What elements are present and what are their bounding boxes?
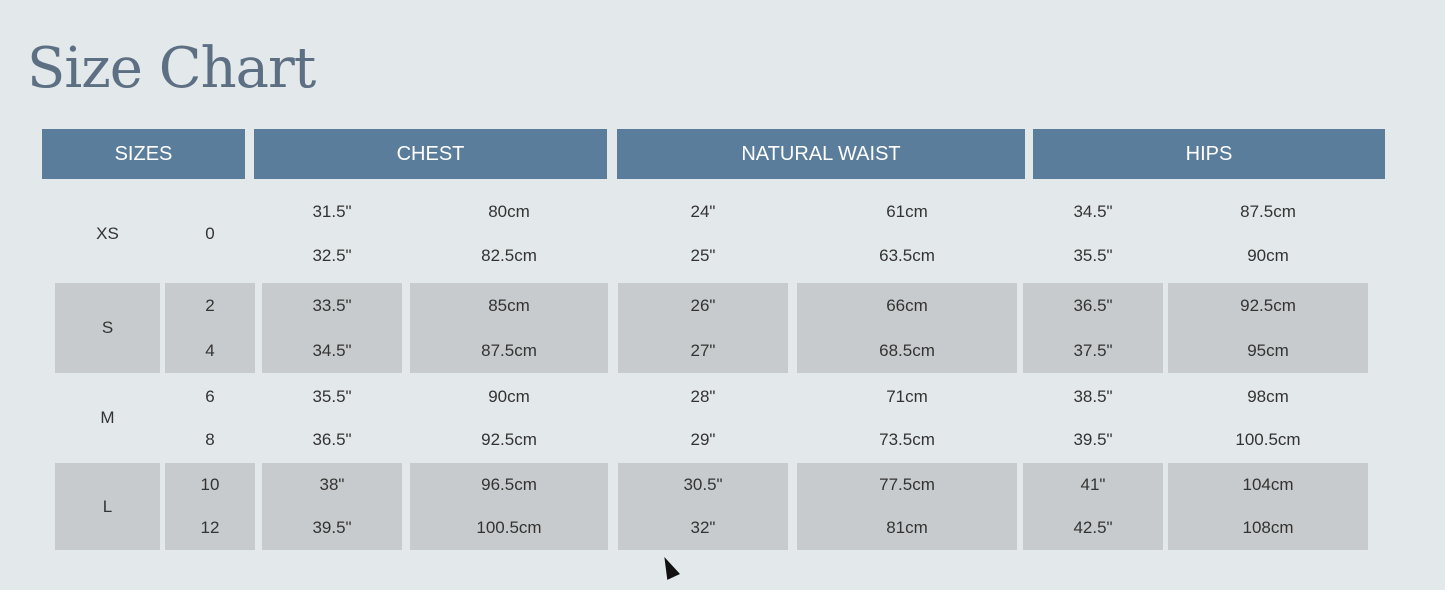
cell-value: 90cm	[1247, 246, 1289, 265]
cell-value: 95cm	[1247, 340, 1289, 360]
cell-value: 32"	[690, 518, 716, 538]
cell-hips-cm: 87.5cm 90cm	[1168, 190, 1368, 278]
cell-chest-in: 33.5" 34.5"	[262, 283, 402, 373]
header-chest: CHEST	[254, 129, 607, 179]
cell-waist-cm: 61cm 63.5cm	[797, 190, 1017, 278]
cell-hips-in: 36.5" 37.5"	[1023, 283, 1163, 373]
header-hips: HIPS	[1033, 129, 1385, 179]
cell-value: 82.5cm	[481, 246, 537, 265]
cell-chest-cm: 96.5cm 100.5cm	[410, 463, 608, 550]
cell-chest-cm: 80cm 82.5cm	[410, 190, 608, 278]
header-sizes: SIZES	[42, 129, 245, 179]
cell-value: 36.5"	[312, 429, 352, 449]
cell-value: 61cm	[886, 202, 928, 221]
cell-value: 63.5cm	[879, 246, 935, 265]
cell-value: 36.5"	[1073, 295, 1113, 315]
cell-chest-in: 31.5" 32.5"	[262, 190, 402, 278]
cell-chest-cm: 90cm 92.5cm	[410, 375, 608, 461]
cell-value: 96.5cm	[481, 474, 537, 494]
cell-value: 87.5cm	[1240, 202, 1296, 221]
cell-value: 39.5"	[1073, 429, 1113, 449]
cell-value: 80cm	[488, 202, 530, 221]
cell-value: L	[102, 496, 113, 516]
cell-size: S	[55, 283, 160, 373]
cell-value: 68.5cm	[879, 340, 935, 360]
cell-value: 28"	[690, 386, 716, 406]
cell-value: 33.5"	[312, 295, 352, 315]
cell-value: 73.5cm	[879, 429, 935, 449]
cell-hips-in: 41" 42.5"	[1023, 463, 1163, 550]
cell-value: 71cm	[886, 386, 928, 406]
mouse-cursor-icon	[658, 554, 680, 580]
cell-value: 100.5cm	[1235, 429, 1301, 449]
cell-hips-cm: 104cm 108cm	[1168, 463, 1368, 550]
cell-hips-in: 38.5" 39.5"	[1023, 375, 1163, 461]
cell-value: 34.5"	[1073, 202, 1113, 221]
cell-value: 31.5"	[312, 202, 352, 221]
header-natural-waist: NATURAL WAIST	[617, 129, 1025, 179]
cell-waist-in: 28" 29"	[618, 375, 788, 461]
cell-hips-cm: 98cm 100.5cm	[1168, 375, 1368, 461]
cell-value: 2	[205, 295, 215, 315]
cell-chest-in: 38" 39.5"	[262, 463, 402, 550]
cell-value: XS	[96, 224, 119, 243]
cell-value: 6	[205, 386, 215, 406]
cell-chest-in: 35.5" 36.5"	[262, 375, 402, 461]
cell-value: 26"	[690, 295, 716, 315]
cell-value: 24"	[690, 202, 716, 221]
cell-waist-cm: 66cm 68.5cm	[797, 283, 1017, 373]
cell-waist-in: 30.5" 32"	[618, 463, 788, 550]
cell-value: M	[100, 408, 115, 427]
cell-value: 104cm	[1242, 474, 1294, 494]
cell-value: 8	[205, 429, 215, 449]
cell-size: L	[55, 463, 160, 550]
cell-hips-cm: 92.5cm 95cm	[1168, 283, 1368, 373]
cell-value: 35.5"	[312, 386, 352, 406]
cell-value: 87.5cm	[481, 340, 537, 360]
cell-value: 77.5cm	[879, 474, 935, 494]
cell-size: M	[55, 375, 160, 461]
cell-value: 92.5cm	[1240, 295, 1296, 315]
cell-size: XS	[55, 190, 160, 278]
cell-waist-cm: 77.5cm 81cm	[797, 463, 1017, 550]
cell-value: 27"	[690, 340, 716, 360]
cell-chest-cm: 85cm 87.5cm	[410, 283, 608, 373]
cell-nums: 0	[165, 190, 255, 278]
cell-value: 10	[200, 474, 220, 494]
cell-value: 41"	[1080, 474, 1106, 494]
cell-hips-in: 34.5" 35.5"	[1023, 190, 1163, 278]
cell-value: 85cm	[488, 295, 530, 315]
cell-value: 92.5cm	[481, 429, 537, 449]
cell-value: 100.5cm	[476, 518, 542, 538]
cell-value: 30.5"	[683, 474, 723, 494]
cell-nums: 10 12	[165, 463, 255, 550]
cell-value: 25"	[690, 246, 716, 265]
cell-waist-cm: 71cm 73.5cm	[797, 375, 1017, 461]
cell-value: 90cm	[488, 386, 530, 406]
cell-value: 12	[200, 518, 220, 538]
cell-value: 81cm	[886, 518, 928, 538]
cell-value: 38"	[319, 474, 345, 494]
cell-value: 98cm	[1247, 386, 1289, 406]
cell-value: 34.5"	[312, 340, 352, 360]
cell-value: 38.5"	[1073, 386, 1113, 406]
cell-waist-in: 24" 25"	[618, 190, 788, 278]
cell-value: 42.5"	[1073, 518, 1113, 538]
cell-value: 108cm	[1242, 518, 1294, 538]
cell-value: 66cm	[886, 295, 928, 315]
cell-value: 29"	[690, 429, 716, 449]
page-title: Size Chart	[27, 36, 316, 101]
cell-value: 39.5"	[312, 518, 352, 538]
cell-value: S	[101, 318, 114, 337]
cell-value: 4	[205, 340, 215, 360]
cell-value: 0	[205, 224, 215, 243]
cell-waist-in: 26" 27"	[618, 283, 788, 373]
cell-value: 37.5"	[1073, 340, 1113, 360]
cell-value: 32.5"	[312, 246, 352, 265]
cell-value: 35.5"	[1073, 246, 1113, 265]
